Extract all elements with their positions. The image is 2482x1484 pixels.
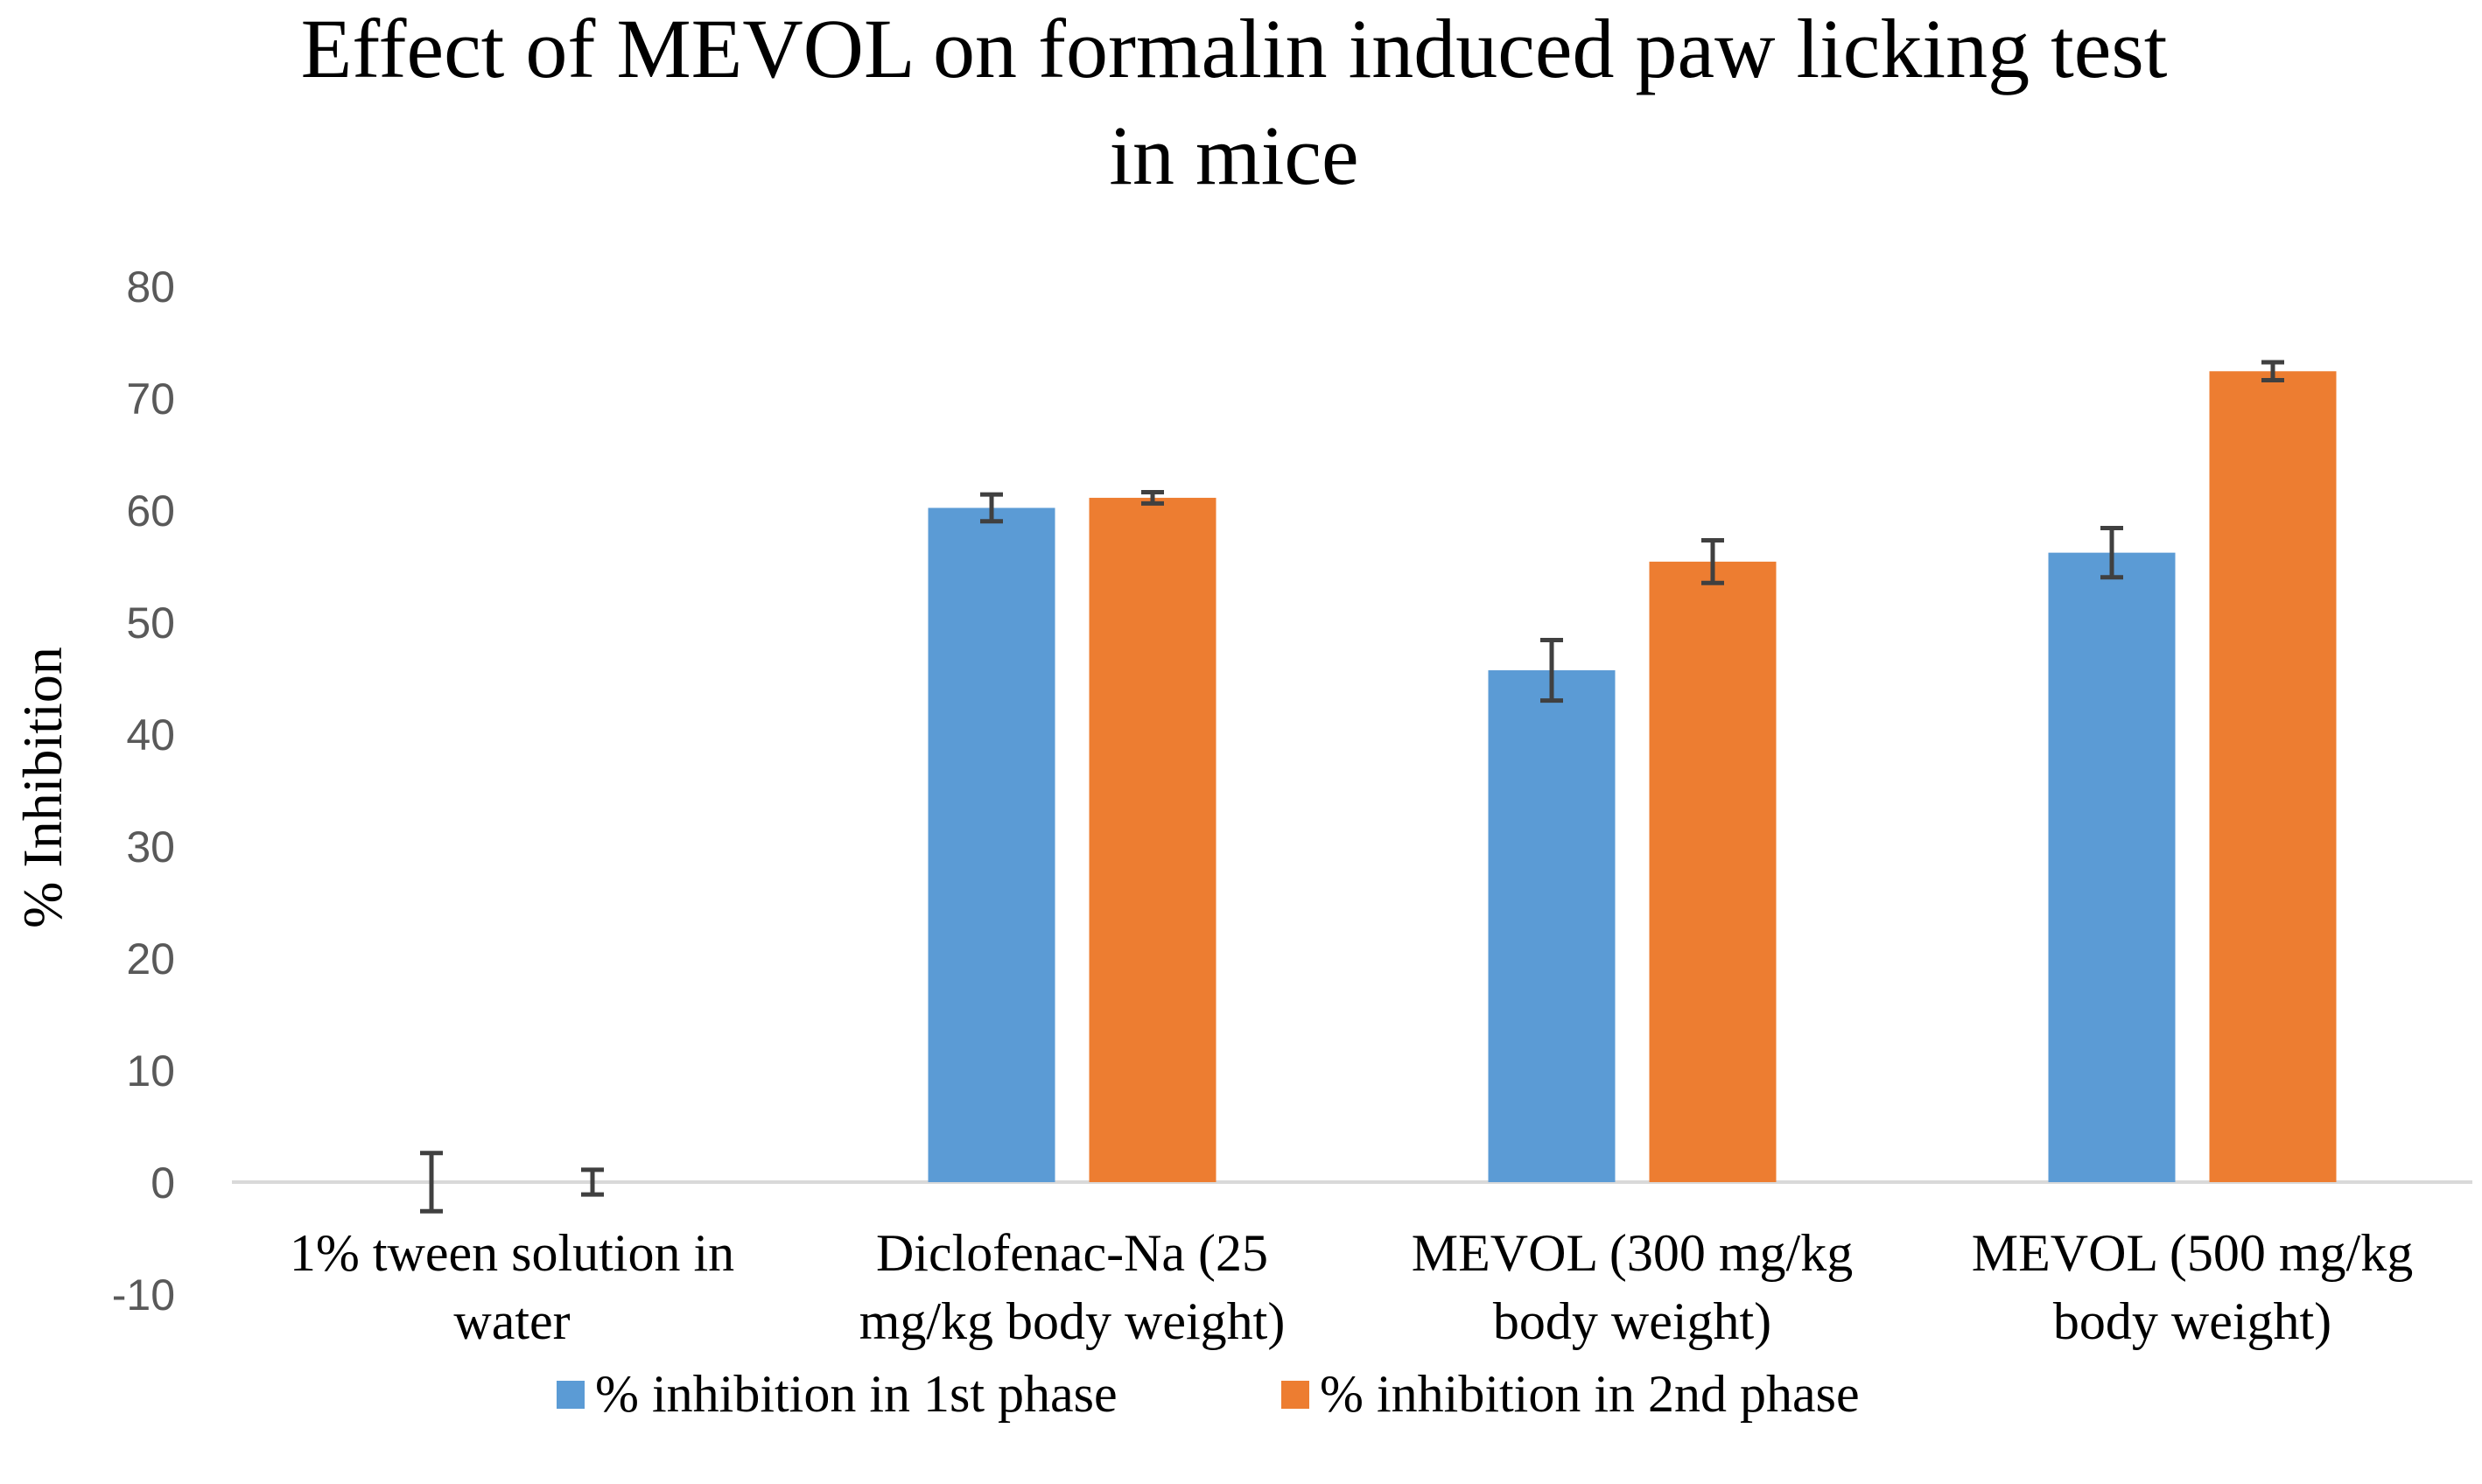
bar: [1649, 561, 1777, 1182]
y-axis-label: % Inhibition: [11, 647, 74, 928]
y-tick-label: 60: [126, 486, 175, 536]
y-tick-label: 20: [126, 934, 175, 984]
error-bar: [1141, 490, 1164, 506]
y-tick-label: -10: [112, 1270, 175, 1320]
error-bar: [420, 1151, 443, 1214]
y-tick-label: 0: [151, 1158, 175, 1208]
chart-title-line-2: in mice: [1109, 108, 1358, 202]
legend-label: % inhibition in 2nd phase: [1320, 1365, 1860, 1423]
legend-item: % inhibition in 2nd phase: [1281, 1365, 1860, 1423]
error-bar: [2100, 525, 2123, 580]
error-bar: [1540, 637, 1563, 704]
bar: [2048, 552, 2176, 1182]
x-tick-label: 1% tween solution in water: [290, 1224, 734, 1350]
legend-swatch: [1281, 1381, 1309, 1409]
y-tick-label: 50: [126, 598, 175, 648]
y-tick-label: 80: [126, 262, 175, 312]
bar: [2209, 371, 2337, 1182]
bar: [1488, 670, 1616, 1182]
error-bar: [581, 1167, 604, 1197]
legend-item: % inhibition in 1st phase: [557, 1365, 1118, 1423]
legend-swatch: [557, 1381, 585, 1409]
y-tick-label: 40: [126, 710, 175, 760]
bar: [928, 508, 1055, 1182]
y-tick-label: 70: [126, 374, 175, 424]
y-tick-label: 10: [126, 1046, 175, 1096]
chart-title-line-1: Effect of MEVOL on formalin induced paw …: [301, 2, 2168, 95]
bar: [1089, 497, 1216, 1182]
x-tick-label: Diclofenac-Na (25 mg/kg body weight): [859, 1224, 1286, 1350]
y-tick-label: 30: [126, 822, 175, 872]
error-bar: [1701, 538, 1724, 585]
x-tick-label: MEVOL (500 mg/kg body weight): [1972, 1224, 2413, 1350]
x-tick-label: MEVOL (300 mg/kg body weight): [1412, 1224, 1853, 1350]
legend-label: % inhibition in 1st phase: [595, 1365, 1118, 1423]
error-bar: [980, 492, 1003, 524]
error-bar: [2261, 360, 2284, 383]
